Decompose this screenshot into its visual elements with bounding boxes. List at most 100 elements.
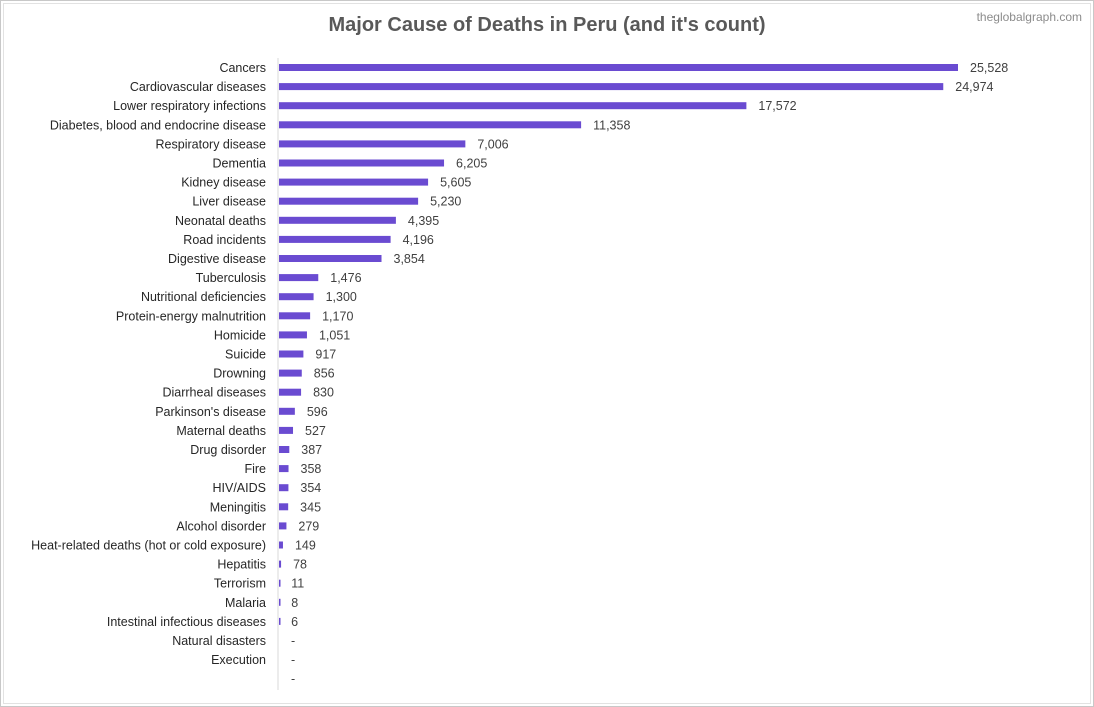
category-label: Hepatitis (217, 558, 266, 572)
data-label: 345 (300, 500, 321, 514)
data-label: 4,196 (403, 233, 434, 247)
data-label: 596 (307, 405, 328, 419)
bar (279, 178, 429, 186)
data-label: 7,006 (477, 137, 508, 151)
data-label: - (291, 672, 295, 686)
category-label: Malaria (225, 596, 266, 610)
data-label: 149 (295, 539, 316, 553)
category-label: Alcohol disorder (176, 519, 266, 533)
data-label: 3,854 (394, 252, 425, 266)
category-label: Nutritional deficiencies (141, 290, 266, 304)
bar (279, 541, 283, 549)
category-label: Diabetes, blood and endocrine disease (50, 118, 266, 132)
bar (279, 503, 289, 511)
category-label: Fire (244, 462, 266, 476)
bar (279, 426, 294, 434)
category-label: Intestinal infectious diseases (107, 615, 266, 629)
data-label: 354 (300, 481, 321, 495)
bar (279, 369, 302, 377)
bar (279, 293, 314, 301)
data-label: 5,230 (430, 195, 461, 209)
bar (279, 312, 311, 320)
category-label: Kidney disease (181, 176, 266, 190)
data-label: 1,170 (322, 309, 353, 323)
category-label: Tuberculosis (196, 271, 266, 285)
data-label: 527 (305, 424, 326, 438)
category-label: Drowning (213, 367, 266, 381)
category-label: Protein-energy malnutrition (116, 309, 266, 323)
data-label: 358 (301, 462, 322, 476)
data-label: 6 (291, 615, 298, 629)
bar (279, 350, 304, 358)
category-label: Suicide (225, 348, 266, 362)
bar (279, 560, 282, 568)
data-label: - (291, 634, 295, 648)
bar (279, 216, 396, 224)
data-label: 25,528 (970, 61, 1008, 75)
chart-inner-border (3, 3, 1091, 704)
category-label: Cancers (219, 61, 266, 75)
bar (279, 83, 944, 91)
bar (279, 159, 445, 167)
data-label: 6,205 (456, 157, 487, 171)
category-label: Road incidents (183, 233, 266, 247)
category-label: Neonatal deaths (175, 214, 266, 228)
category-label: Heat-related deaths (hot or cold exposur… (31, 539, 266, 553)
data-label: 4,395 (408, 214, 439, 228)
data-label: 11 (291, 577, 304, 591)
category-label: Digestive disease (168, 252, 266, 266)
bar (279, 197, 419, 205)
data-label: 1,051 (319, 328, 350, 342)
data-label: 11,358 (593, 118, 630, 132)
data-label: - (291, 653, 295, 667)
data-label: 24,974 (955, 80, 993, 94)
data-label: 17,572 (758, 99, 796, 113)
category-label: Liver disease (192, 195, 266, 209)
category-label: Natural disasters (172, 634, 266, 648)
category-label: Maternal deaths (176, 424, 266, 438)
category-label: Meningitis (210, 500, 266, 514)
data-label: 8 (291, 596, 298, 610)
category-label: Homicide (214, 328, 266, 342)
bar (279, 255, 382, 262)
category-label: Dementia (213, 157, 267, 171)
category-label: HIV/AIDS (213, 481, 267, 495)
bar (279, 407, 295, 415)
watermark: theglobalgraph.com (976, 10, 1082, 24)
bar (279, 121, 582, 129)
category-label: Respiratory disease (156, 137, 267, 151)
bar (279, 617, 281, 625)
bar (279, 102, 747, 110)
category-label: Drug disorder (190, 443, 266, 457)
bar (279, 140, 466, 148)
bar (279, 274, 319, 282)
bar (279, 465, 289, 473)
category-label: Cardiovascular diseases (130, 80, 266, 94)
data-label: 279 (298, 519, 319, 533)
data-label: 856 (314, 367, 335, 381)
data-label: 830 (313, 386, 334, 400)
bar (279, 579, 281, 587)
data-label: 78 (293, 558, 307, 572)
data-label: 917 (315, 348, 336, 362)
category-label: Diarrheal diseases (162, 386, 266, 400)
bar (279, 446, 290, 453)
bar (279, 484, 289, 492)
bar (279, 598, 281, 606)
category-label: Parkinson's disease (155, 405, 266, 419)
bar (279, 331, 307, 339)
data-label: 387 (301, 443, 322, 457)
category-label: Lower respiratory infections (113, 99, 266, 113)
chart-title: Major Cause of Deaths in Peru (and it's … (328, 14, 766, 36)
bar (279, 235, 391, 243)
data-label: 1,300 (326, 290, 357, 304)
category-label: Execution (211, 653, 266, 667)
data-label: 1,476 (330, 271, 361, 285)
bar (279, 64, 958, 71)
data-label: 5,605 (440, 176, 471, 190)
category-label: Terrorism (214, 577, 266, 591)
bar (279, 388, 302, 396)
bar (279, 522, 287, 530)
